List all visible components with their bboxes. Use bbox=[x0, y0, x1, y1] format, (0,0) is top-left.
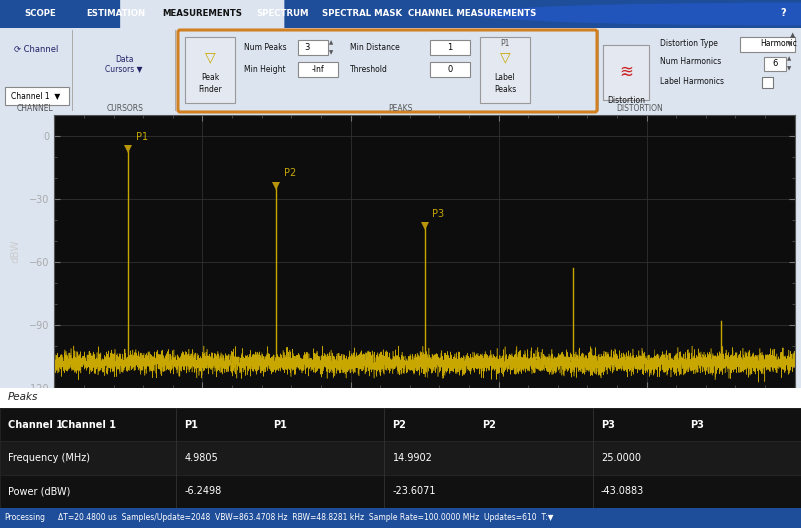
Text: 1: 1 bbox=[448, 42, 453, 52]
Text: 25.0000: 25.0000 bbox=[601, 453, 641, 463]
Text: DISTORTION: DISTORTION bbox=[617, 104, 663, 113]
Bar bbox=[0, 408, 801, 441]
Bar bbox=[430, 40, 470, 55]
FancyBboxPatch shape bbox=[120, 0, 284, 30]
Bar bbox=[480, 37, 530, 103]
Circle shape bbox=[479, 3, 801, 25]
Text: Channel 1: Channel 1 bbox=[61, 420, 115, 430]
Text: SPECTRUM: SPECTRUM bbox=[256, 9, 308, 18]
Bar bbox=[298, 40, 328, 55]
Text: Peak: Peak bbox=[201, 72, 219, 81]
Text: -43.0883: -43.0883 bbox=[601, 486, 644, 496]
Y-axis label: dBW: dBW bbox=[10, 240, 20, 263]
Text: SCOPE: SCOPE bbox=[24, 9, 56, 18]
Text: Processing: Processing bbox=[4, 514, 45, 523]
Text: P1: P1 bbox=[135, 132, 147, 142]
Text: Distortion: Distortion bbox=[607, 96, 645, 105]
Bar bbox=[5, 87, 69, 105]
Text: ▼: ▼ bbox=[787, 67, 791, 71]
Text: 6: 6 bbox=[772, 60, 778, 69]
FancyBboxPatch shape bbox=[178, 30, 597, 112]
Bar bbox=[764, 57, 786, 71]
Text: Channel 1: Channel 1 bbox=[8, 420, 63, 430]
Text: P3: P3 bbox=[432, 209, 444, 219]
Text: -Inf: -Inf bbox=[312, 65, 324, 74]
Text: Data: Data bbox=[115, 54, 133, 63]
Bar bbox=[298, 62, 338, 77]
Text: P2: P2 bbox=[284, 168, 296, 178]
Bar bbox=[185, 37, 235, 103]
Text: ▼: ▼ bbox=[787, 41, 793, 47]
Text: P1: P1 bbox=[184, 420, 198, 430]
Text: Label Harmonics: Label Harmonics bbox=[660, 77, 724, 86]
Text: P3: P3 bbox=[601, 420, 614, 430]
Text: Finder: Finder bbox=[198, 84, 222, 93]
Text: 3: 3 bbox=[304, 42, 310, 52]
Text: ▲: ▲ bbox=[787, 56, 791, 61]
Text: -6.2498: -6.2498 bbox=[184, 486, 222, 496]
Text: Frequency (MHz): Frequency (MHz) bbox=[8, 453, 90, 463]
Text: Cursors ▼: Cursors ▼ bbox=[105, 64, 143, 73]
X-axis label: Frequency (MHz): Frequency (MHz) bbox=[381, 409, 468, 418]
Text: Peaks: Peaks bbox=[8, 392, 38, 402]
Bar bbox=[0, 441, 801, 475]
Text: Min Distance: Min Distance bbox=[350, 42, 400, 52]
Text: ▽: ▽ bbox=[205, 50, 215, 64]
Bar bbox=[762, 77, 773, 88]
Text: ?: ? bbox=[780, 8, 787, 18]
Text: ≋: ≋ bbox=[619, 63, 633, 81]
Text: P3: P3 bbox=[690, 420, 704, 430]
Text: CURSORS: CURSORS bbox=[107, 104, 143, 113]
Text: Channel 1  ▼: Channel 1 ▼ bbox=[11, 91, 61, 100]
Text: 4.9805: 4.9805 bbox=[184, 453, 218, 463]
Text: CHANNEL MEASUREMENTS: CHANNEL MEASUREMENTS bbox=[409, 9, 537, 18]
Bar bbox=[0, 408, 801, 441]
Text: Label: Label bbox=[495, 72, 515, 81]
Text: ▲: ▲ bbox=[329, 41, 333, 45]
Text: P1: P1 bbox=[273, 420, 288, 430]
Text: Distortion Type: Distortion Type bbox=[660, 39, 718, 48]
Text: ΔT=20.4800 us  Samples/Update=2048  VBW=863.4708 Hz  RBW=48.8281 kHz  Sample Rat: ΔT=20.4800 us Samples/Update=2048 VBW=86… bbox=[58, 514, 553, 523]
Text: P2: P2 bbox=[392, 420, 406, 430]
Text: -23.6071: -23.6071 bbox=[392, 486, 436, 496]
Bar bbox=[740, 37, 795, 52]
Text: Num Harmonics: Num Harmonics bbox=[660, 58, 721, 67]
Text: P1: P1 bbox=[501, 39, 509, 48]
Text: Num Peaks: Num Peaks bbox=[244, 42, 287, 52]
Text: CHANNEL: CHANNEL bbox=[17, 104, 54, 113]
Text: MEASUREMENTS: MEASUREMENTS bbox=[163, 9, 242, 18]
Text: SPECTRAL MASK: SPECTRAL MASK bbox=[322, 9, 403, 18]
Text: Min Height: Min Height bbox=[244, 64, 286, 73]
Text: 0: 0 bbox=[448, 65, 453, 74]
Text: ▼: ▼ bbox=[329, 51, 333, 55]
Text: Peaks: Peaks bbox=[494, 84, 516, 93]
Text: 14.9902: 14.9902 bbox=[392, 453, 433, 463]
Text: PEAKS: PEAKS bbox=[388, 104, 413, 113]
Bar bbox=[603, 45, 649, 100]
Text: Power (dBW): Power (dBW) bbox=[8, 486, 70, 496]
Text: Threshold: Threshold bbox=[350, 64, 388, 73]
Text: ESTIMATION: ESTIMATION bbox=[86, 9, 145, 18]
Text: Harmonic: Harmonic bbox=[760, 40, 797, 49]
Text: ⟳ Channel: ⟳ Channel bbox=[14, 45, 58, 54]
Bar bbox=[0, 475, 801, 508]
Text: P2: P2 bbox=[481, 420, 496, 430]
Text: ▽: ▽ bbox=[500, 50, 510, 64]
Bar bbox=[430, 62, 470, 77]
Text: ▲: ▲ bbox=[791, 32, 795, 38]
